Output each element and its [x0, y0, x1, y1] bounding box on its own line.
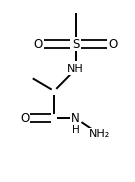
Text: N: N — [71, 112, 80, 125]
Text: N: N — [71, 112, 80, 125]
Text: NH: NH — [67, 64, 84, 74]
Text: O: O — [108, 37, 118, 51]
Text: NH₂: NH₂ — [89, 129, 110, 139]
Text: NH: NH — [67, 64, 84, 74]
Text: O: O — [108, 37, 118, 51]
Text: O: O — [20, 112, 29, 125]
Text: H: H — [72, 125, 79, 135]
Text: O: O — [33, 37, 43, 51]
Text: O: O — [20, 112, 29, 125]
Text: O: O — [33, 37, 43, 51]
Text: NH₂: NH₂ — [89, 129, 110, 139]
Text: S: S — [72, 37, 79, 51]
Text: S: S — [72, 37, 79, 51]
